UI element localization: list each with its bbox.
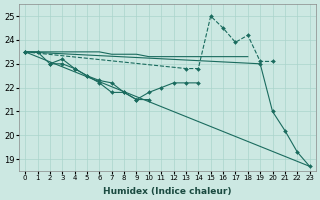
X-axis label: Humidex (Indice chaleur): Humidex (Indice chaleur) xyxy=(103,187,232,196)
